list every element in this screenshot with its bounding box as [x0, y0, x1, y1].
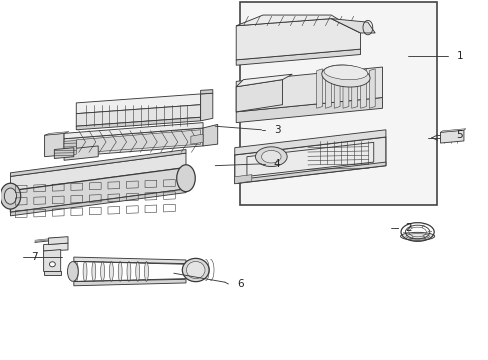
Polygon shape: [234, 175, 251, 184]
Ellipse shape: [182, 258, 209, 282]
Ellipse shape: [92, 262, 96, 281]
Polygon shape: [342, 69, 348, 108]
Polygon shape: [236, 15, 360, 33]
Polygon shape: [236, 49, 360, 65]
Ellipse shape: [136, 262, 140, 281]
Ellipse shape: [255, 147, 286, 167]
Polygon shape: [234, 162, 385, 184]
Text: 3: 3: [273, 125, 280, 135]
Polygon shape: [74, 257, 185, 264]
Polygon shape: [64, 128, 203, 157]
Ellipse shape: [400, 232, 434, 240]
Ellipse shape: [49, 262, 55, 267]
Polygon shape: [236, 67, 382, 112]
Polygon shape: [236, 98, 382, 123]
Polygon shape: [10, 189, 185, 216]
Polygon shape: [316, 69, 322, 108]
Polygon shape: [236, 19, 360, 60]
Ellipse shape: [67, 262, 78, 281]
Polygon shape: [234, 130, 385, 155]
Polygon shape: [76, 117, 200, 130]
Ellipse shape: [144, 262, 148, 281]
Ellipse shape: [324, 65, 367, 80]
Polygon shape: [74, 279, 185, 286]
Ellipse shape: [74, 262, 78, 281]
Polygon shape: [368, 69, 374, 108]
Polygon shape: [246, 142, 373, 176]
Polygon shape: [200, 90, 212, 94]
Polygon shape: [43, 243, 68, 251]
Polygon shape: [43, 271, 61, 275]
Ellipse shape: [321, 65, 369, 87]
Polygon shape: [10, 153, 185, 191]
Text: 7: 7: [31, 252, 38, 262]
Polygon shape: [200, 93, 212, 121]
Polygon shape: [43, 249, 61, 271]
Ellipse shape: [101, 262, 104, 281]
Polygon shape: [48, 237, 68, 244]
Polygon shape: [333, 69, 339, 108]
Polygon shape: [44, 134, 64, 157]
Polygon shape: [440, 130, 463, 143]
Ellipse shape: [109, 262, 113, 281]
Ellipse shape: [118, 262, 122, 281]
Polygon shape: [76, 130, 200, 153]
Text: 5: 5: [456, 130, 462, 140]
Polygon shape: [64, 140, 76, 155]
Ellipse shape: [176, 165, 195, 192]
Ellipse shape: [261, 150, 281, 163]
Polygon shape: [236, 74, 292, 87]
Polygon shape: [10, 149, 185, 176]
Polygon shape: [234, 137, 385, 184]
Polygon shape: [76, 94, 200, 114]
Polygon shape: [351, 69, 357, 108]
Polygon shape: [10, 167, 185, 212]
Polygon shape: [64, 123, 203, 139]
Polygon shape: [440, 129, 465, 132]
Text: 6: 6: [237, 279, 244, 289]
Polygon shape: [325, 69, 330, 108]
Ellipse shape: [0, 183, 20, 209]
Text: 4: 4: [273, 159, 280, 169]
Polygon shape: [76, 105, 200, 126]
Text: 1: 1: [456, 51, 462, 61]
Polygon shape: [190, 134, 203, 144]
Polygon shape: [44, 132, 69, 135]
Ellipse shape: [127, 262, 131, 281]
Polygon shape: [360, 69, 366, 108]
Polygon shape: [54, 148, 74, 158]
Bar: [239, 3, 436, 205]
Ellipse shape: [4, 188, 17, 204]
Polygon shape: [236, 80, 282, 112]
Ellipse shape: [83, 262, 87, 281]
Polygon shape: [203, 125, 217, 146]
Ellipse shape: [186, 261, 204, 279]
Polygon shape: [64, 146, 98, 160]
Polygon shape: [330, 19, 374, 33]
Text: 2: 2: [405, 224, 411, 233]
